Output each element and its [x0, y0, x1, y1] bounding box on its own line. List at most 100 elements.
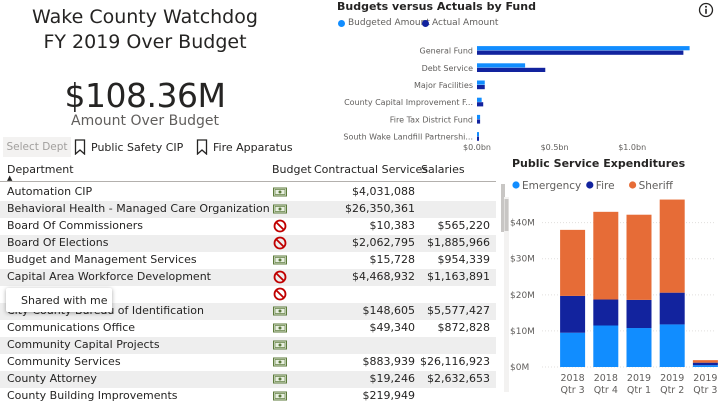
public-service-expenditures-chart[interactable]: Emergency Fire Sheriff $0M $10M $20M $30M $40M 2…: [504, 175, 724, 414]
cell-department: Budget and Management Services: [7, 253, 197, 266]
bar-emergency[interactable]: [593, 325, 619, 368]
bookmark-icon: [196, 139, 208, 155]
table-row[interactable]: [0, 286, 496, 303]
legend-fire-label[interactable]: Fire: [596, 180, 615, 192]
bar-emergency[interactable]: [692, 365, 718, 367]
table-row[interactable]: Behavioral Health - Managed Care Organiz…: [0, 201, 496, 218]
budgets-vs-actuals-chart[interactable]: General Fund Debt Service Major Facilities…: [330, 38, 724, 154]
bar-emergency[interactable]: [659, 324, 685, 367]
table-row[interactable]: Community Capital Projects: [0, 337, 496, 354]
legend-emergency-label[interactable]: Emergency: [522, 180, 581, 192]
legend-sheriff-label[interactable]: Sheriff: [639, 180, 674, 192]
bar-actual-amount[interactable]: [477, 67, 546, 72]
under-budget-icon: [273, 187, 287, 197]
info-icon[interactable]: [698, 2, 714, 18]
column-header-contractual-services[interactable]: Contractual Services: [314, 163, 428, 176]
bookmark-fire-apparatus[interactable]: Fire Apparatus: [196, 137, 293, 157]
cell-salaries: $2,632,653: [427, 372, 490, 385]
chart-scrollbar-thumb[interactable]: [504, 199, 509, 231]
x-tick-label: 2018: [561, 373, 585, 384]
table-row[interactable]: Board Of Commissioners $10,383 $565,220: [0, 218, 496, 235]
legend-budgeted[interactable]: Budgeted Amount: [338, 18, 430, 28]
x-tick-label: Qtr 4: [594, 385, 618, 396]
bar-budgeted-amount[interactable]: [477, 132, 479, 137]
sort-ascending-icon: ▲: [7, 174, 13, 182]
bookmark-public-safety-cip[interactable]: Public Safety CIP: [74, 137, 183, 157]
category-label: Major Facilities: [414, 81, 473, 90]
bar-actual-amount[interactable]: [477, 102, 484, 107]
table-scrollbar-thumb[interactable]: [501, 184, 505, 232]
chart-scrollbar[interactable]: [504, 197, 509, 392]
under-budget-icon: [273, 357, 287, 367]
bar-budgeted-amount[interactable]: [477, 114, 481, 120]
select-dept-slicer[interactable]: Select Dept: [3, 137, 71, 157]
kpi-label: Amount Over Budget: [71, 113, 219, 129]
under-budget-icon: [273, 306, 287, 316]
bar-sheriff[interactable]: [626, 214, 652, 300]
table-row[interactable]: Board Of Elections $2,062,795 $1,885,966: [0, 235, 496, 252]
bar-budgeted-amount[interactable]: [477, 97, 482, 102]
table-row[interactable]: Communications Office $49,340 $872,828: [0, 320, 496, 337]
legend-budgeted-dot: [338, 19, 345, 27]
under-budget-icon: [273, 340, 287, 350]
x-tick-label: 2019: [693, 373, 717, 384]
bar-sheriff[interactable]: [659, 199, 685, 293]
x-tick-label: $0.0bn: [463, 143, 491, 152]
bar-sheriff[interactable]: [692, 360, 718, 363]
column-header-department[interactable]: Department: [7, 163, 74, 176]
cell-department: Behavioral Health - Managed Care Organiz…: [7, 202, 270, 215]
cell-department: Community Capital Projects: [7, 338, 160, 351]
kpi-value: $108.36M: [64, 76, 226, 115]
cell-contractual-services: $49,340: [369, 321, 416, 334]
bar-sheriff[interactable]: [593, 211, 619, 300]
cell-salaries: $872,828: [437, 321, 491, 334]
bar-actual-amount[interactable]: [477, 136, 479, 141]
table-row[interactable]: Budget and Management Services $15,728 $95…: [0, 252, 496, 269]
x-tick-label: $0.5bn: [541, 143, 569, 152]
bar-budgeted-amount[interactable]: [477, 46, 690, 51]
cell-contractual-services: $2,062,795: [352, 236, 415, 249]
category-label: Fire Tax District Fund: [390, 115, 473, 124]
bar-fire[interactable]: [560, 295, 586, 333]
bar-budgeted-amount[interactable]: [477, 80, 485, 85]
cell-contractual-services: $10,383: [369, 219, 416, 232]
cell-salaries: $26,116,923: [420, 355, 490, 368]
cell-contractual-services: $883,939: [362, 355, 416, 368]
bar-fire[interactable]: [659, 292, 685, 325]
bar-fire[interactable]: [626, 299, 652, 329]
cell-contractual-services: $148,605: [362, 304, 416, 317]
column-header-budget[interactable]: Budget: [272, 163, 312, 176]
legend-budgeted-label: Budgeted Amount: [348, 18, 430, 28]
bar-emergency[interactable]: [626, 328, 652, 367]
x-tick-label: Qtr 2: [660, 385, 684, 396]
bar-emergency[interactable]: [560, 332, 586, 367]
legend-actual[interactable]: Actual Amount: [422, 18, 498, 28]
category-label: County Capital Improvement F...: [344, 98, 473, 107]
cell-contractual-services: $4,031,088: [352, 185, 415, 198]
table-row[interactable]: County Building Improvements $219,949: [0, 388, 496, 405]
cell-department: Communications Office: [7, 321, 136, 334]
bookmark-icon: [74, 139, 86, 155]
over-budget-icon: [273, 236, 287, 250]
table-row[interactable]: Automation CIP $4,031,088: [0, 184, 496, 201]
table-row[interactable]: Capital Area Workforce Development $4,468…: [0, 269, 496, 286]
bar-sheriff[interactable]: [560, 229, 586, 296]
cell-department: Capital Area Workforce Development: [7, 270, 211, 283]
table-row[interactable]: Community Services $883,939 $26,116,923: [0, 354, 496, 371]
bar-actual-amount[interactable]: [477, 119, 481, 124]
bar-actual-amount[interactable]: [477, 85, 485, 90]
bar-actual-amount[interactable]: [477, 50, 684, 55]
y-tick-label: $30M: [510, 255, 535, 265]
over-budget-icon: [273, 287, 287, 301]
table-row[interactable]: County Attorney $19,246 $2,632,653: [0, 371, 496, 388]
legend-fire-dot: [586, 181, 594, 189]
column-header-salaries[interactable]: Salaries: [421, 163, 465, 176]
bar-fire[interactable]: [692, 362, 718, 366]
under-budget-icon: [273, 323, 287, 333]
cell-contractual-services: $15,728: [369, 253, 416, 266]
cell-department: Board Of Commissioners: [7, 219, 143, 232]
over-budget-icon: [273, 219, 287, 233]
bar-fire[interactable]: [593, 299, 619, 326]
legend-actual-label: Actual Amount: [432, 18, 499, 28]
bar-budgeted-amount[interactable]: [477, 63, 526, 68]
